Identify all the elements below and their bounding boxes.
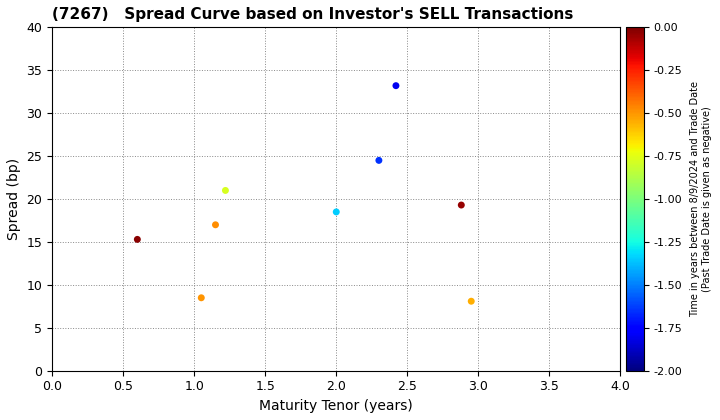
Y-axis label: Spread (bp): Spread (bp) bbox=[7, 158, 21, 240]
X-axis label: Maturity Tenor (years): Maturity Tenor (years) bbox=[259, 399, 413, 413]
Point bbox=[220, 187, 231, 194]
Point bbox=[330, 209, 342, 215]
Point bbox=[390, 82, 402, 89]
Point bbox=[456, 202, 467, 208]
Point bbox=[210, 221, 221, 228]
Point bbox=[196, 294, 207, 301]
Text: (7267)   Spread Curve based on Investor's SELL Transactions: (7267) Spread Curve based on Investor's … bbox=[52, 7, 573, 22]
Point bbox=[373, 157, 384, 164]
Point bbox=[466, 298, 477, 304]
Point bbox=[132, 236, 143, 243]
Y-axis label: Time in years between 8/9/2024 and Trade Date
(Past Trade Date is given as negat: Time in years between 8/9/2024 and Trade… bbox=[690, 81, 712, 317]
